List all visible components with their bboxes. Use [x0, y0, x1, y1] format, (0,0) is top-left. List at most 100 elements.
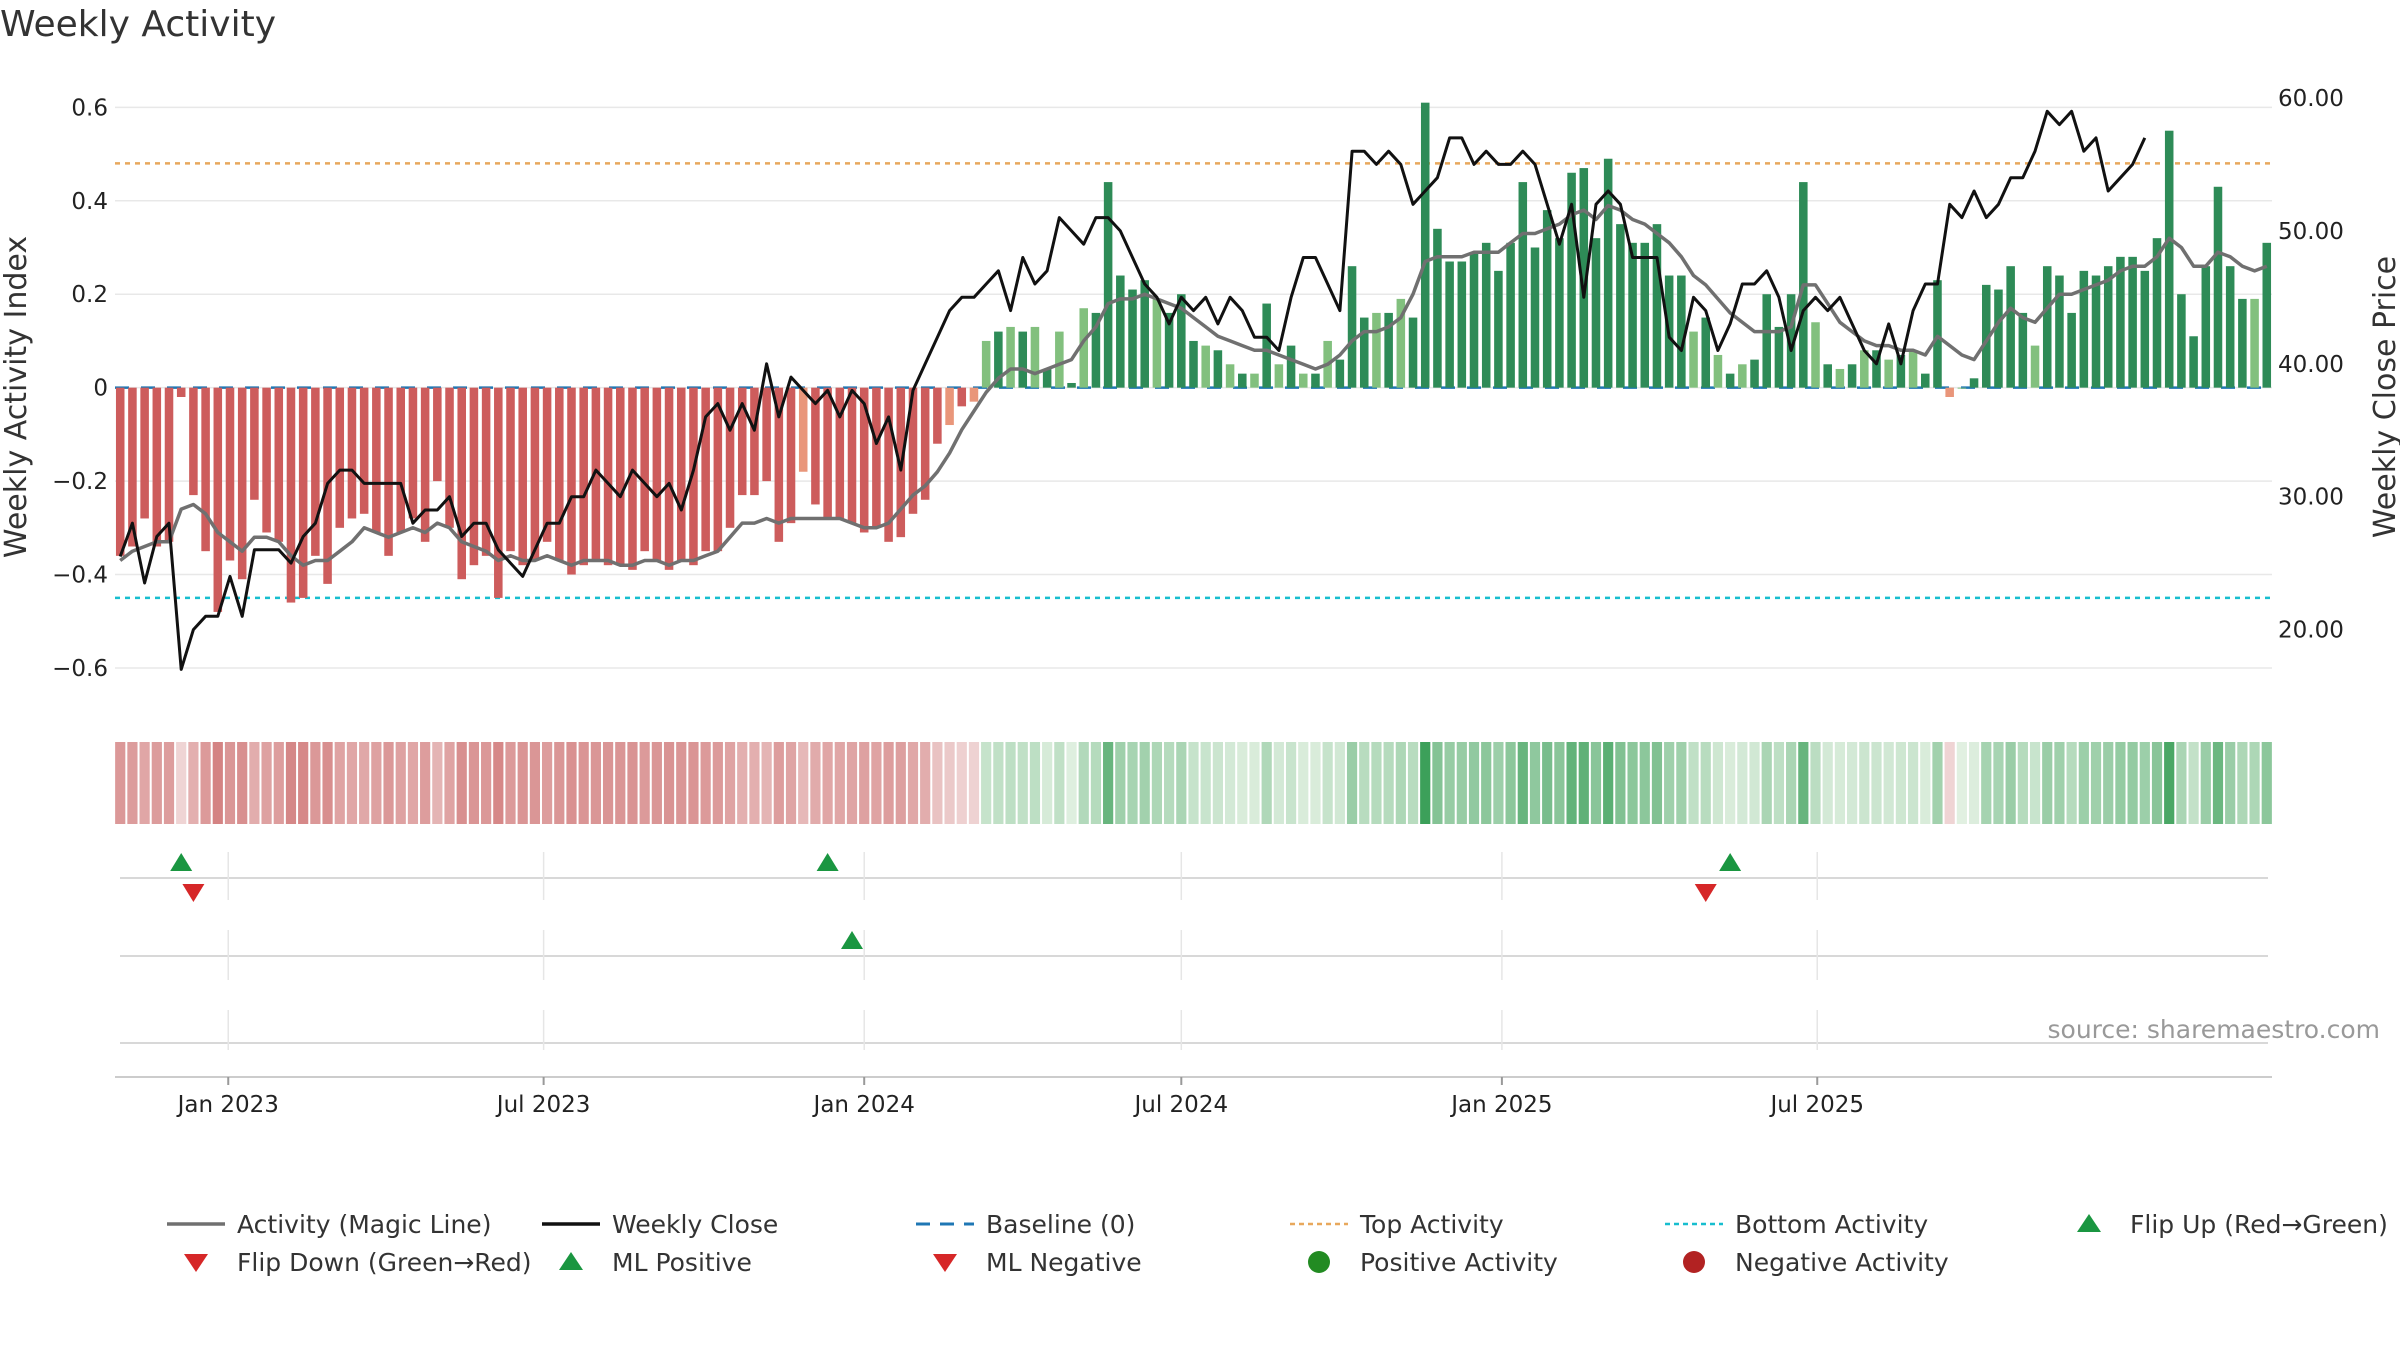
activity-bar — [1225, 364, 1235, 388]
activity-bar — [1689, 331, 1698, 388]
activity-bar — [2189, 336, 2198, 388]
activity-bar — [1957, 387, 1967, 389]
heat-cell — [432, 742, 443, 824]
activity-bar — [2116, 256, 2125, 388]
heat-cell — [871, 742, 882, 824]
activity-bar — [652, 387, 662, 561]
activity-bar — [1640, 242, 1650, 388]
activity-bar — [957, 387, 967, 407]
legend-item: Flip Down (Green→Red) — [184, 1248, 532, 1277]
heat-cell — [883, 742, 894, 824]
heat-cell — [1432, 742, 1443, 824]
activity-bar — [737, 387, 747, 496]
heat-cell — [371, 742, 382, 824]
heat-cell — [1273, 742, 1284, 824]
activity-bar — [445, 387, 454, 528]
heat-cell — [1493, 742, 1504, 824]
heat-cell — [1298, 742, 1309, 824]
activity-bar — [1030, 326, 1040, 388]
heat-cell — [1932, 742, 1943, 824]
y-tick-label: 0.2 — [71, 282, 108, 308]
activity-bar — [1042, 368, 1052, 388]
activity-bar — [1591, 238, 1601, 388]
activity-bar — [1555, 238, 1564, 388]
heat-cell — [2115, 742, 2126, 824]
heat-cell — [176, 742, 187, 824]
activity-bar — [457, 387, 466, 580]
heat-cell — [1115, 742, 1126, 824]
legend-label: Flip Up (Red→Green) — [2130, 1210, 2388, 1239]
heat-cell — [1139, 742, 1150, 824]
heat-cell — [395, 742, 406, 824]
heat-cell — [2090, 742, 2102, 824]
activity-bar — [1530, 247, 1540, 388]
heat-cell — [334, 742, 345, 824]
heat-cell — [2164, 742, 2175, 824]
heat-cell — [2225, 742, 2236, 824]
heat-cell — [505, 742, 516, 824]
activity-bar — [981, 340, 991, 388]
heat-cell — [1359, 742, 1370, 824]
activity-bar — [408, 387, 418, 519]
heat-cell — [639, 742, 650, 824]
activity-bar — [969, 387, 979, 402]
activity-bar — [823, 387, 832, 519]
magic-line-series — [119, 203, 2268, 567]
activity-bar — [1433, 228, 1442, 388]
heat-cell — [651, 742, 662, 824]
activity-bar — [420, 387, 430, 542]
heat-cell — [1871, 742, 1882, 824]
activity-bar — [1067, 382, 1076, 388]
heat-cell — [1944, 742, 1955, 824]
x-tick-label: Jan 2024 — [812, 1092, 915, 1118]
activity-bar — [298, 387, 308, 598]
activity-bar — [1835, 368, 1845, 388]
heat-cell — [1761, 742, 1772, 824]
activity-bar — [689, 387, 698, 566]
activity-bar — [786, 387, 796, 524]
activity-bar — [750, 387, 759, 496]
heat-cell — [1127, 742, 1138, 824]
activity-bar — [1347, 266, 1357, 388]
activity-bar — [1652, 224, 1662, 388]
activity-bar — [1128, 289, 1137, 388]
heat-cell — [810, 742, 821, 824]
activity-bar — [2262, 242, 2272, 388]
legend-triangle-down-icon — [184, 1254, 208, 1272]
heat-cell — [1029, 742, 1041, 824]
heat-cell — [578, 742, 589, 824]
y2-tick-label: 30.00 — [2278, 485, 2344, 511]
activity-bar — [2079, 270, 2089, 388]
activity-bar — [1201, 345, 1210, 388]
activity-bar — [201, 387, 210, 552]
heat-cell — [834, 742, 845, 824]
activity-bar — [237, 387, 247, 580]
heat-cell — [2237, 742, 2248, 824]
activity-bar — [335, 387, 345, 528]
heat-cell — [1212, 742, 1223, 824]
heat-cell — [541, 742, 553, 824]
heat-cell — [554, 742, 565, 824]
activity-bar — [1896, 354, 1906, 388]
legend-circle-icon — [1683, 1251, 1705, 1273]
activity-bar — [262, 387, 271, 533]
heat-cell — [1566, 742, 1577, 824]
activity-bar — [189, 387, 198, 496]
heat-cell — [212, 742, 223, 824]
heat-cell — [1542, 742, 1553, 824]
legend-label: ML Negative — [986, 1248, 1142, 1277]
activity-bar — [1872, 350, 1881, 388]
legend-item: Baseline (0) — [916, 1210, 1135, 1239]
heat-cell — [1407, 742, 1419, 824]
activity-bar — [2201, 266, 2211, 388]
activity-bar — [664, 387, 674, 570]
activity-bar — [1738, 364, 1747, 388]
activity-bar — [542, 387, 552, 542]
heat-cell — [2188, 742, 2199, 824]
heat-cell — [1456, 742, 1467, 824]
activity-bar — [1860, 350, 1869, 388]
activity-bar — [384, 387, 393, 556]
activity-bar — [1359, 317, 1369, 388]
activity-bar — [1677, 275, 1686, 388]
x-tick-label: Jul 2024 — [1132, 1092, 1228, 1118]
